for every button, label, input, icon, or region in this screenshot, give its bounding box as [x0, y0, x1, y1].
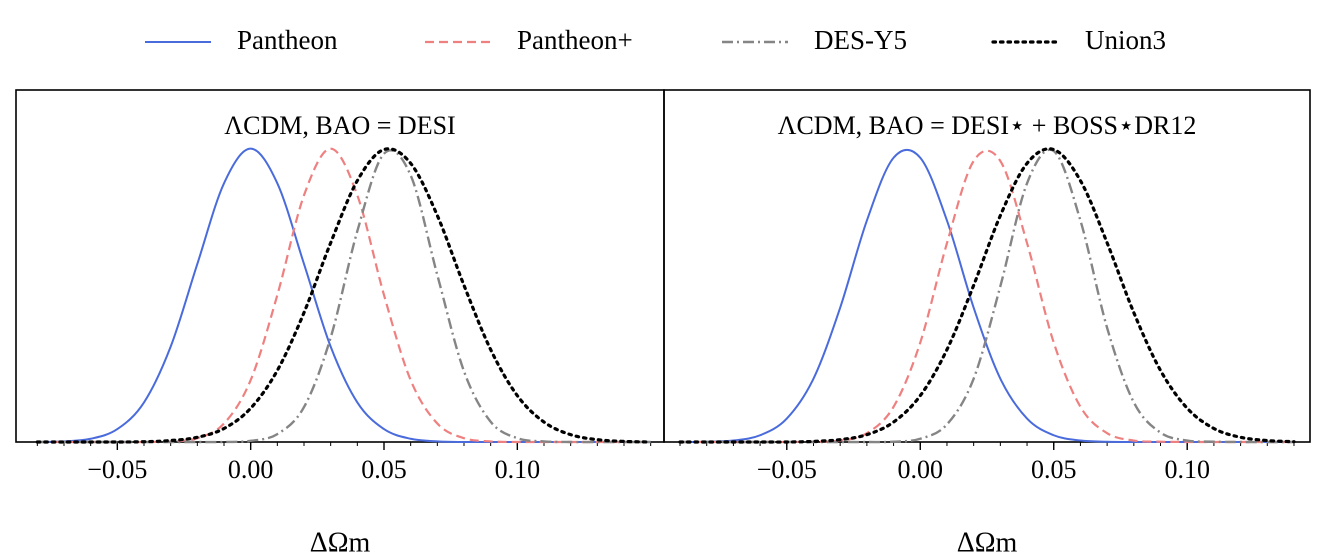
density-curve: [678, 147, 1296, 444]
plot-frame: [15, 89, 665, 443]
x-tick-label: −0.05: [757, 455, 817, 484]
x-axis-label: ΔΩm: [957, 527, 1018, 558]
density-curve: [37, 149, 651, 444]
legend-label: Pantheon+: [517, 25, 633, 55]
density-curve: [680, 149, 1294, 444]
x-tick-label: 0.10: [495, 455, 541, 484]
legend-label: Union3: [1085, 25, 1166, 55]
density-curve: [35, 147, 653, 444]
legend-label: Pantheon: [237, 25, 338, 55]
plot-frame: [663, 89, 1311, 443]
x-tick-label: 0.00: [898, 455, 944, 484]
x-tick-label: 0.05: [361, 455, 407, 484]
x-tick-label: −0.05: [87, 455, 147, 484]
x-axis-label: ΔΩm: [310, 527, 371, 558]
legend-label: DES-Y5: [814, 25, 907, 55]
x-tick-label: 0.00: [228, 455, 274, 484]
density-curve: [680, 148, 1294, 444]
density-curve: [37, 147, 651, 444]
panel-title: ΛCDM, BAO = DESI⋆ + BOSS⋆DR12: [778, 111, 1197, 140]
x-tick-label: 0.10: [1164, 455, 1210, 484]
density-curve: [37, 147, 651, 444]
density-curve: [680, 148, 1294, 444]
x-tick-label: 0.05: [1031, 455, 1077, 484]
panel-title: ΛCDM, BAO = DESI: [224, 111, 455, 140]
